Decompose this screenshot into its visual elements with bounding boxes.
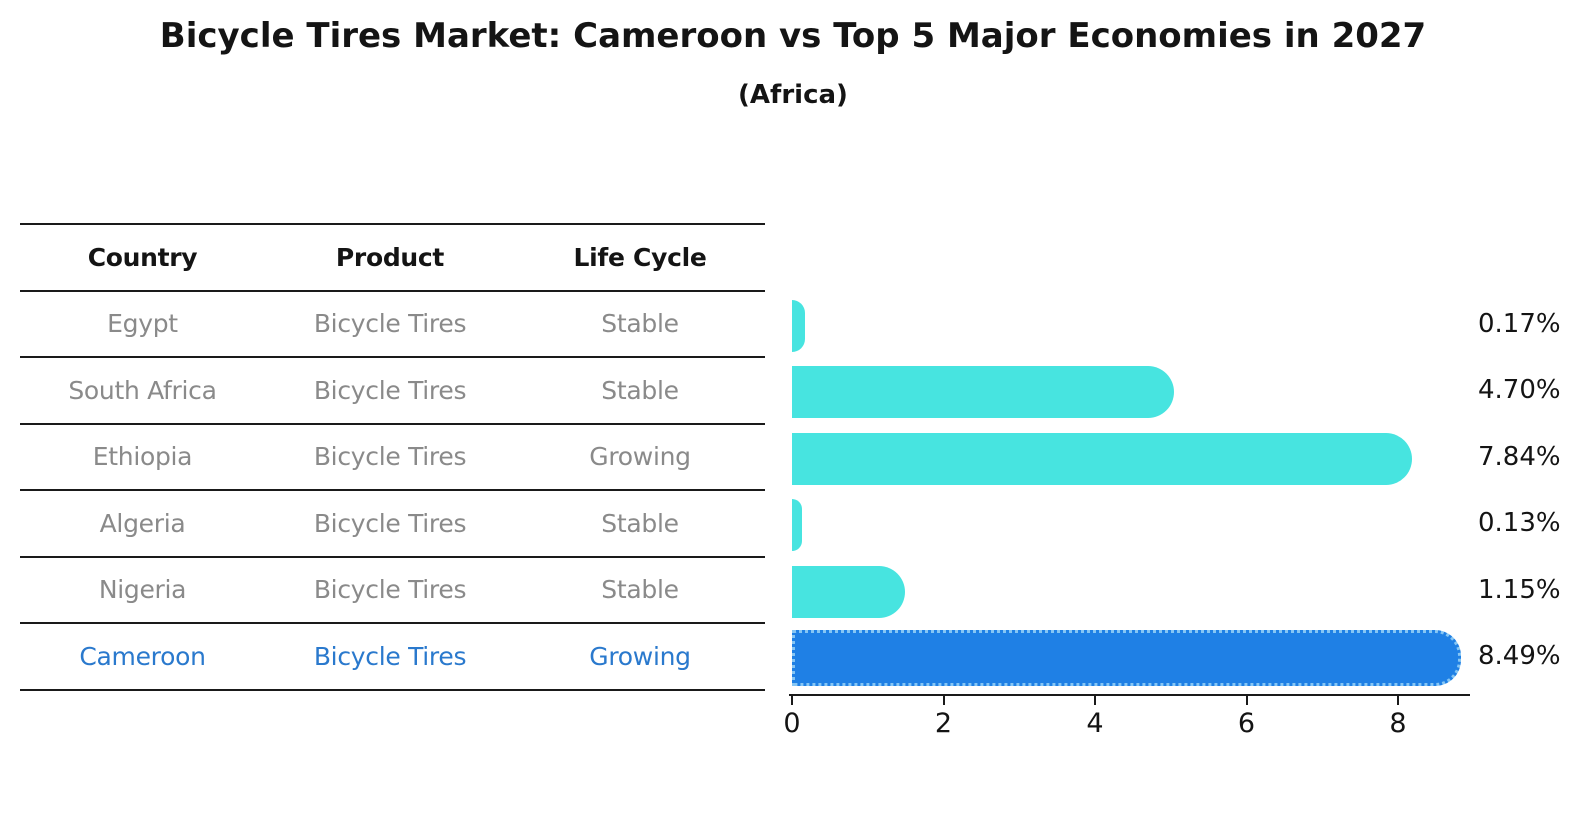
bar-value-label: 0.17% (1478, 308, 1561, 339)
bar-nigeria (792, 565, 906, 618)
x-axis-tick-mark (791, 696, 793, 705)
table-header-country: Country (87, 242, 198, 272)
cell-life_cycle: Stable (601, 375, 679, 405)
x-axis-tick-label: 8 (1389, 708, 1407, 739)
cell-life_cycle: Growing (589, 442, 691, 472)
bar-egypt (792, 299, 805, 352)
x-axis-tick-label: 0 (783, 708, 801, 739)
cell-life_cycle: Stable (601, 508, 679, 538)
chart-subtitle: (Africa) (738, 80, 848, 110)
comparison-table: Country Product Life Cycle Egypt Bicycle Tir… (20, 223, 765, 691)
x-axis-tick-label: 2 (934, 708, 953, 739)
table-row: Ethiopia Bicycle Tires Growing (20, 425, 765, 491)
table-row: Nigeria Bicycle Tires Stable (20, 558, 765, 624)
cell-product: Bicycle Tires (313, 309, 467, 339)
x-axis-tick-mark (1094, 696, 1096, 705)
cell-life_cycle: Growing (589, 641, 691, 671)
bar-value-label: 1.15% (1478, 574, 1561, 605)
x-axis-tick-mark (942, 696, 945, 705)
cell-country: Egypt (107, 309, 178, 339)
table-header-life-cycle: Life Cycle (573, 242, 707, 272)
x-axis-tick-label: 4 (1086, 708, 1104, 739)
cell-country: South Africa (68, 375, 217, 405)
cell-country: Algeria (99, 508, 186, 538)
bar-algeria (792, 499, 802, 552)
table-header-product: Product (335, 242, 445, 272)
bar-highlight-cameroon (792, 630, 1462, 687)
x-axis-tick-mark (1245, 696, 1248, 705)
table-header-row: Country Product Life Cycle (20, 225, 765, 292)
x-axis-tick-mark (1397, 696, 1399, 705)
table-row: South Africa Bicycle Tires Stable (20, 358, 765, 425)
bar-value-label: 7.84% (1478, 441, 1561, 472)
table-row: Egypt Bicycle Tires Stable (20, 292, 765, 358)
bar-ethiopia (792, 432, 1412, 485)
x-axis-line (789, 694, 1470, 696)
x-axis-tick-label: 6 (1237, 708, 1256, 739)
bar-value-label: 0.13% (1478, 508, 1561, 539)
cell-life_cycle: Stable (601, 309, 679, 339)
cell-product: Bicycle Tires (313, 641, 467, 671)
cell-product: Bicycle Tires (313, 575, 467, 605)
bar-value-label: 8.49% (1478, 641, 1561, 672)
bar-value-label: 4.70% (1478, 375, 1561, 406)
cell-product: Bicycle Tires (313, 375, 467, 405)
cell-product: Bicycle Tires (313, 442, 467, 472)
bar-south-africa (792, 366, 1175, 419)
table-row: Cameroon Bicycle Tires Growing (20, 624, 765, 691)
cell-country: Cameroon (79, 641, 206, 671)
cell-country: Ethiopia (92, 442, 193, 472)
cell-life_cycle: Stable (601, 575, 679, 605)
chart-title: Bicycle Tires Market: Cameroon vs Top 5 … (159, 16, 1427, 56)
cell-product: Bicycle Tires (313, 508, 467, 538)
table-row: Algeria Bicycle Tires Stable (20, 491, 765, 558)
cell-country: Nigeria (98, 575, 187, 605)
